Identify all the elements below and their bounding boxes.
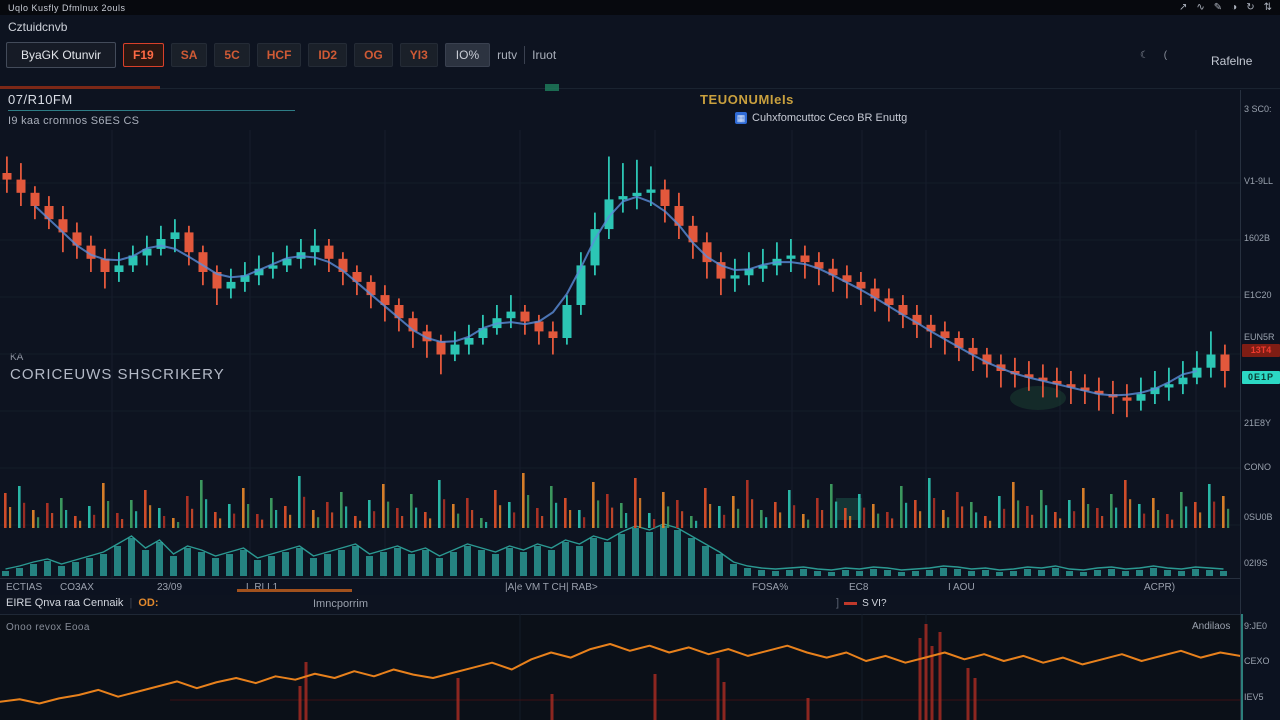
indicator-legend-text: Cuhxfomcuttoc Ceco BR Enuttg <box>752 112 908 124</box>
symbol-name[interactable]: 07/R10FM <box>8 92 73 107</box>
indicator-legend-row[interactable]: ▦ Cuhxfomcuttoc Ceco BR Enuttg <box>735 112 907 124</box>
symbol-search-button[interactable]: ByaGK Otunvir <box>6 42 117 68</box>
indicator-badge[interactable]: OD: <box>138 597 159 609</box>
timeframe-button[interactable]: ID2 <box>308 43 348 67</box>
last-price-badge: 13T4 <box>1242 344 1280 357</box>
indicator-separator: | <box>129 597 133 609</box>
indicator-icon: ▦ <box>735 112 747 124</box>
osc-axis-label: IEV5 <box>1244 692 1264 702</box>
legend-tick: ] <box>836 597 840 609</box>
oscillator-svg[interactable] <box>0 614 1240 720</box>
price-axis-label: 1602B <box>1244 233 1271 243</box>
watermark-main-text: CORICEUWS SHSCRIKERY <box>10 366 225 383</box>
timeframe-button-active[interactable]: F19 <box>123 43 164 67</box>
time-axis-label: |A|e VM T CH| RAB> <box>505 582 598 593</box>
contrast-icon[interactable]: ◑ <box>1231 1 1238 13</box>
chart-toolbar: ByaGK Otunvir F19 SA 5C HCF ID2 OG YI3 I… <box>6 42 556 68</box>
toolbar-more-label[interactable]: Iruot <box>532 48 557 62</box>
price-axis-label: 02I9S <box>1244 558 1268 568</box>
topbar-icon-group: ↗ ∿ ✎ ◑ ↻ ⇅ <box>1179 1 1272 15</box>
symbol-subtitle: I9 kaa cromnos S6ES CS <box>8 115 140 127</box>
center-title: TEUONUMIeIs <box>700 92 795 107</box>
timeframe-button[interactable]: YI3 <box>399 43 438 67</box>
symbol-header: 07/R10FM I9 kaa cromnos S6ES CS <box>8 92 295 127</box>
timeframe-button[interactable]: SA <box>170 43 208 67</box>
timeframe-button[interactable]: 5C <box>214 43 250 67</box>
legend-label: S VI? <box>862 597 887 609</box>
indicator-row: EIRE Qnva raa Cennaik | OD: Imncporrim ]… <box>0 595 1240 614</box>
price-axis-label: 3 SC0: <box>1244 104 1272 114</box>
trend-icon[interactable]: ↗ <box>1179 1 1188 13</box>
oscillator-right-label: Andilaos <box>1192 621 1231 632</box>
toolbar-divider <box>524 46 526 64</box>
panel-right-label[interactable]: Rafelne <box>1211 54 1253 68</box>
time-axis-highlight <box>237 589 352 592</box>
toolbar-extra-label[interactable]: rutv <box>497 48 518 62</box>
series-legend[interactable]: ] S VI? <box>836 597 887 609</box>
wave-icon[interactable]: ∿ <box>1196 1 1205 13</box>
price-axis[interactable]: 3 SC0: V1-9LL 1602B E1C20 EUN5R 13T4 0E1… <box>1240 90 1280 720</box>
price-axis-label: CONO <box>1244 462 1271 472</box>
axis-accent-line <box>1241 614 1243 720</box>
top-menubar: Uqlo Kusfly Dfmlnux 2ouls ↗ ∿ ✎ ◑ ↻ ⇅ <box>0 0 1280 15</box>
price-axis-label: EUN5R <box>1244 332 1275 342</box>
countdown-badge: 0E1P <box>1242 371 1280 384</box>
time-axis-label: EC8 <box>849 582 869 593</box>
main-chart-svg[interactable] <box>0 0 1240 578</box>
watermark-small-text: KA <box>10 352 24 363</box>
oscillator-title: Onoo revox Eooa <box>6 622 90 633</box>
time-axis-label: FOSA% <box>752 582 789 593</box>
oscillator-panel[interactable]: Onoo revox Eooa Andilaos <box>0 614 1240 720</box>
refresh-icon[interactable]: ↻ <box>1246 1 1255 13</box>
timeframe-button[interactable]: OG <box>354 43 393 67</box>
chart-watermark: KA CORICEUWS SHSCRIKERY <box>10 352 225 383</box>
timeframe-button[interactable]: HCF <box>256 43 302 67</box>
symbol-underline <box>8 110 295 111</box>
price-axis-label: V1-9LL <box>1244 176 1274 186</box>
price-axis-label: E1C20 <box>1244 290 1272 300</box>
osc-axis-label: 9:JE0 <box>1244 621 1268 631</box>
price-axis-label: 0SU0B <box>1244 512 1273 522</box>
osc-axis-label: CEXO <box>1244 656 1270 666</box>
indicator-mid-label: Imncporrim <box>313 598 369 610</box>
time-axis-label: CO3AX <box>60 582 94 593</box>
legend-color-swatch <box>844 601 858 605</box>
time-axis-label: ACPR) <box>1144 582 1176 593</box>
time-axis-label: I AOU <box>948 582 975 593</box>
center-header: TEUONUMIeIs ▦ Cuhxfomcuttoc Ceco BR Enut… <box>700 92 907 124</box>
time-axis-label: L.RLL1 <box>246 582 279 593</box>
indicator-name[interactable]: EIRE Qnva raa Cennaik <box>6 597 124 609</box>
time-axis-label: 23/09 <box>157 582 183 593</box>
time-axis-label: ECTIAS <box>6 582 43 593</box>
price-axis-label: 21E8Y <box>1244 418 1272 428</box>
window-title: Uqlo Kusfly Dfmlnux 2ouls <box>8 2 126 13</box>
zoom-level-button[interactable]: IO% <box>444 43 491 67</box>
active-tab-underline <box>0 86 160 89</box>
panel-mini-icons[interactable]: ☾ ( <box>1140 50 1174 61</box>
sliders-icon[interactable]: ⇅ <box>1263 1 1272 13</box>
header-divider <box>160 88 1280 89</box>
status-dot <box>545 84 559 91</box>
time-axis[interactable]: ECTIAS CO3AX 23/09 L.RLL1 |A|e VM T CH| … <box>0 578 1240 595</box>
pencil-icon[interactable]: ✎ <box>1213 1 1223 13</box>
app-label: Cztuidcnvb <box>8 20 68 34</box>
